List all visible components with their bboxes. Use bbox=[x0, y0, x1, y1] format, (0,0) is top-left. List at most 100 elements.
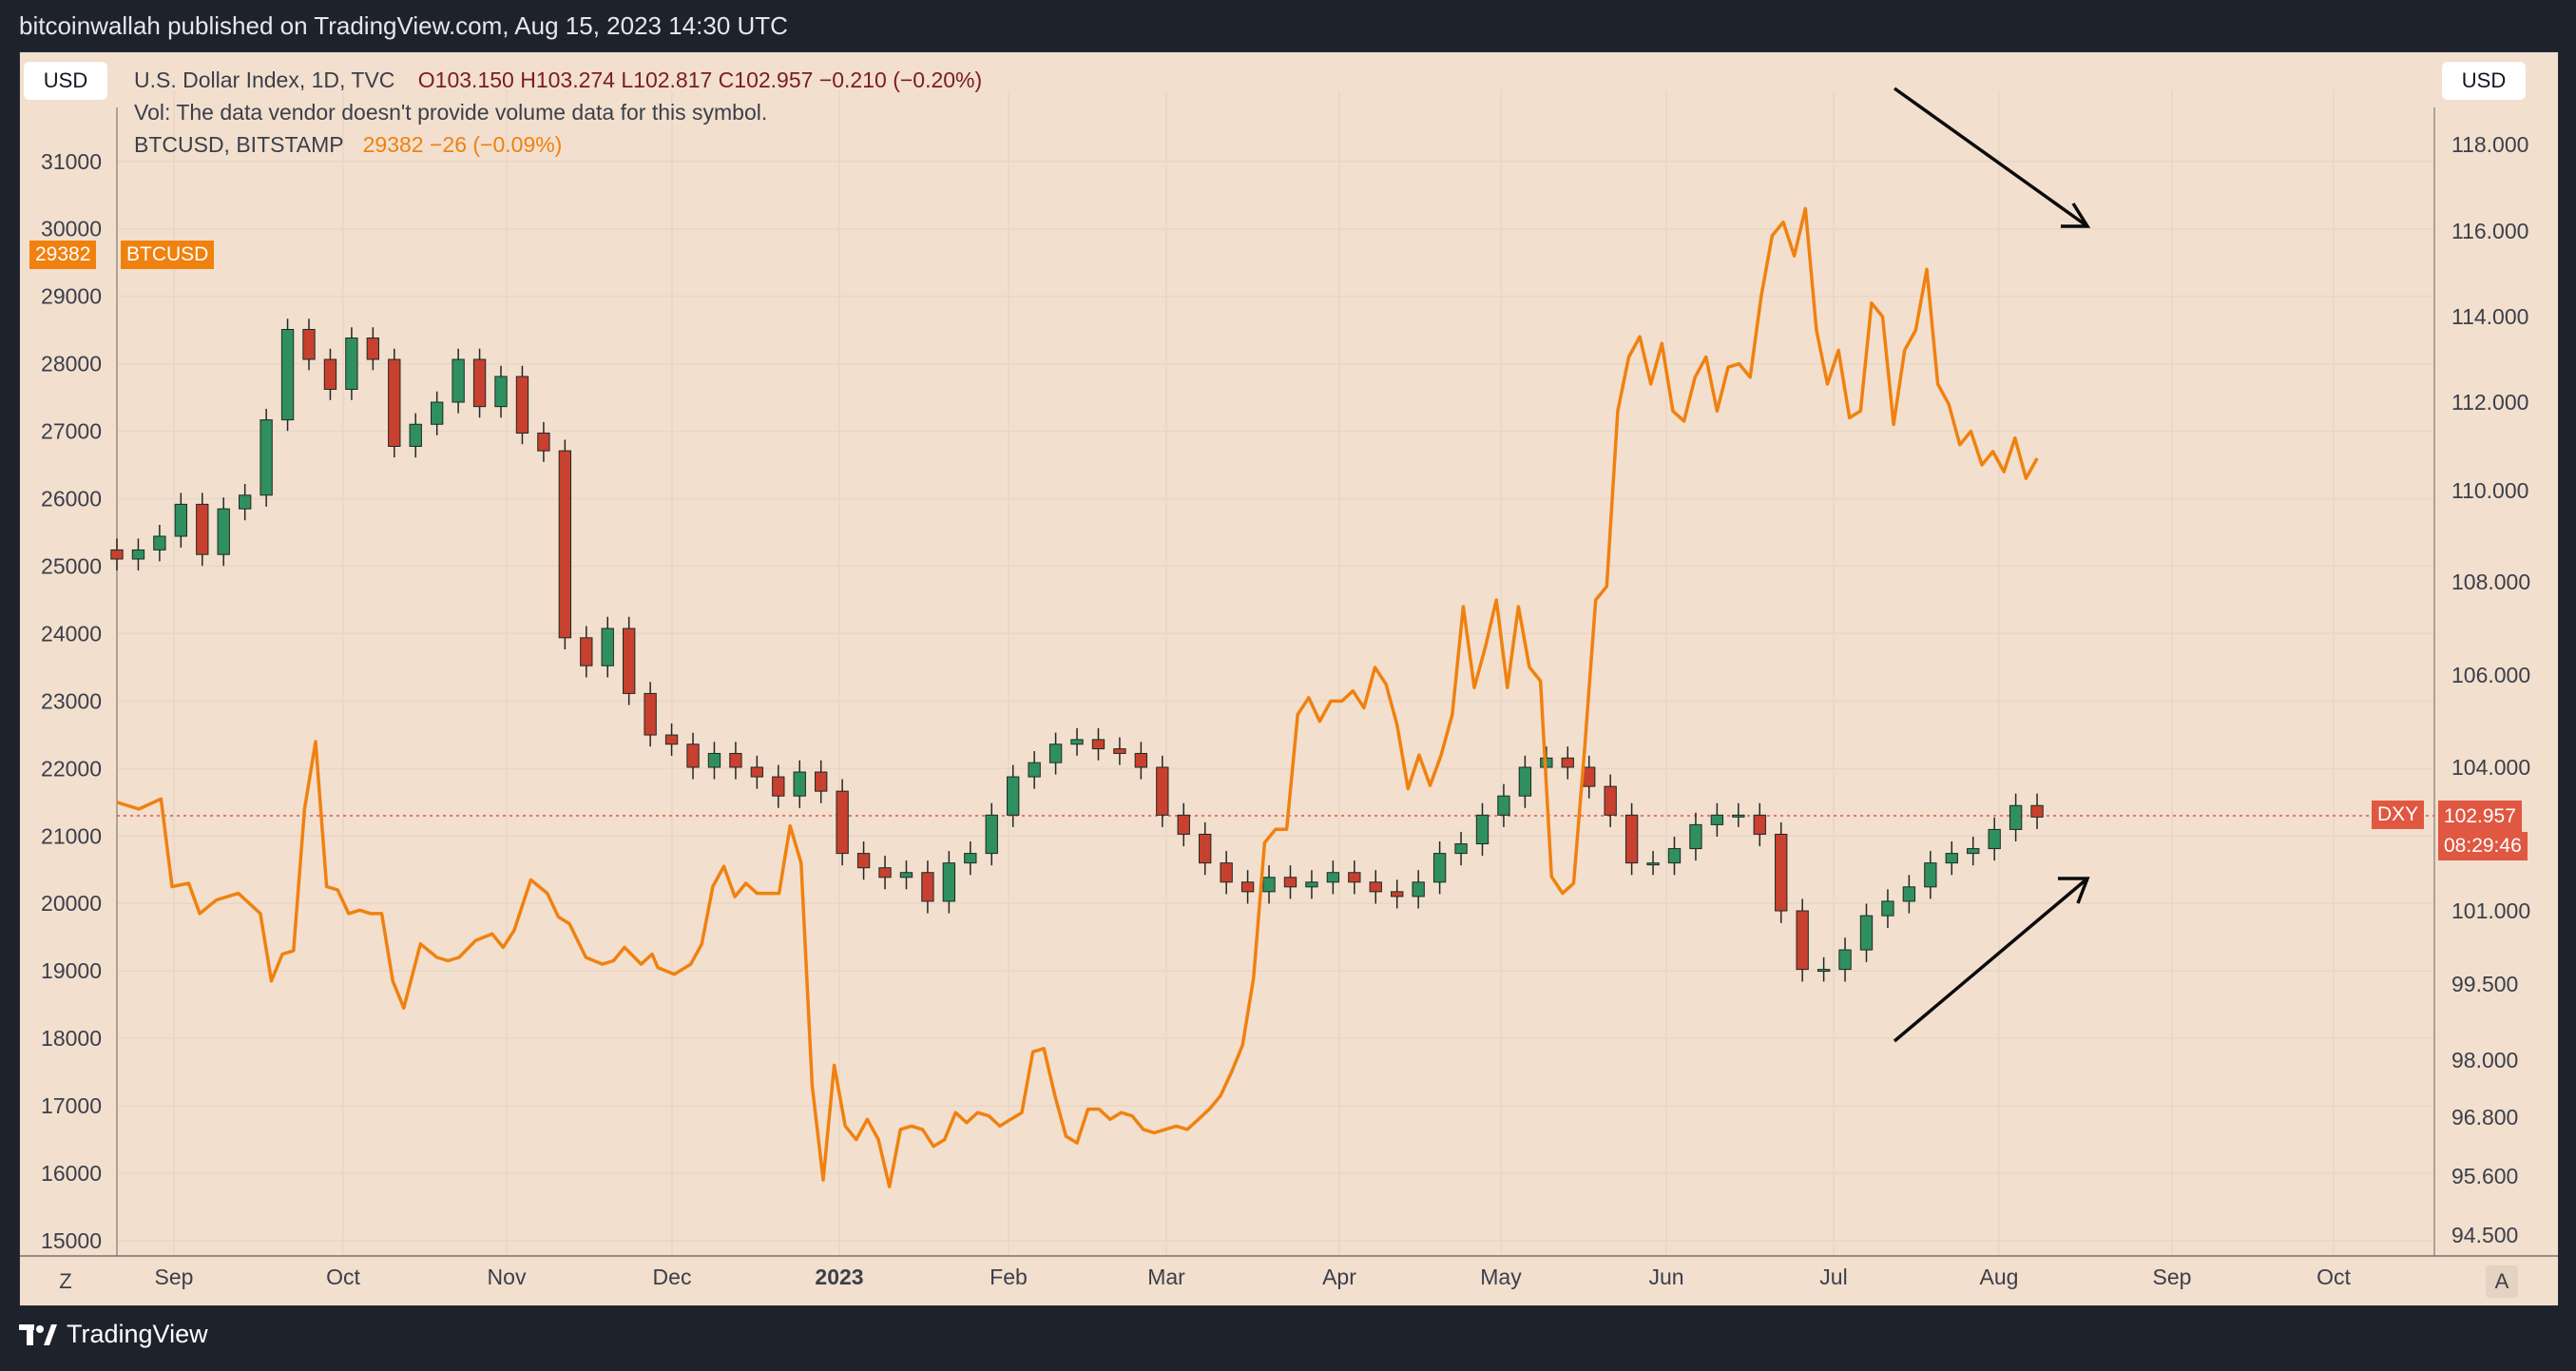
dxy-candle-54 bbox=[1262, 877, 1276, 893]
btc-price-tag: 29382 bbox=[29, 241, 97, 269]
dxy-candle-5 bbox=[217, 508, 230, 555]
dxy-candle-43 bbox=[1028, 762, 1041, 778]
auto-scale-button[interactable]: A bbox=[2486, 1265, 2518, 1298]
dxy-candle-84 bbox=[1902, 886, 1916, 902]
dxy-symbol-label: DXY bbox=[2377, 803, 2419, 825]
dxy-candle-22 bbox=[580, 637, 593, 666]
right-scale-currency-button[interactable]: USD bbox=[2442, 62, 2526, 100]
chart-frame[interactable]: 31000 30000 29000 28000 27000 26000 25000 24000… bbox=[19, 51, 2559, 1306]
dxy-candle-69 bbox=[1583, 766, 1596, 787]
btc-symbol-label: BTCUSD bbox=[126, 243, 209, 265]
dxy-candle-83 bbox=[1881, 900, 1894, 917]
dxy-candle-71 bbox=[1624, 814, 1639, 864]
time-tick-label-5: Feb bbox=[990, 1265, 1028, 1289]
btc-price-label: 29382 bbox=[35, 243, 91, 265]
dxy-candle-74 bbox=[1689, 823, 1702, 850]
dxy-countdown-label: 08:29:46 bbox=[2444, 835, 2522, 857]
time-tick-label-4: 2023 bbox=[815, 1265, 863, 1289]
dxy-candle-18 bbox=[494, 376, 508, 408]
time-tick-label-11: Aug bbox=[1980, 1265, 2019, 1289]
dxy-candle-38 bbox=[921, 872, 934, 902]
dxy-candle-47 bbox=[1113, 748, 1126, 754]
right-tick-label-5: 108.000 bbox=[2451, 570, 2530, 594]
dxy-candle-81 bbox=[1838, 949, 1852, 971]
left-tick-label-8: 23000 bbox=[41, 688, 102, 713]
dxy-candle-75 bbox=[1710, 814, 1724, 825]
dxy-candle-20 bbox=[537, 433, 550, 452]
left-tick-label-11: 20000 bbox=[41, 891, 102, 916]
dxy-candle-35 bbox=[856, 853, 871, 869]
dxy-candle-76 bbox=[1732, 814, 1745, 818]
right-tick-label-9: 99.500 bbox=[2451, 972, 2518, 996]
dxy-candle-59 bbox=[1369, 881, 1382, 893]
dxy-candle-42 bbox=[1007, 776, 1020, 816]
dxy-candle-13 bbox=[388, 358, 401, 447]
left-tick-label-14: 17000 bbox=[41, 1093, 102, 1118]
btc-legend-row[interactable]: BTCUSD, BITSTAMP 29382 −26 (−0.09%) bbox=[134, 132, 562, 158]
left-tick-label-5: 26000 bbox=[41, 487, 102, 512]
dxy-candle-63 bbox=[1454, 843, 1468, 855]
timezone-button[interactable]: Z bbox=[59, 1269, 72, 1293]
dxy-symbol-tag: DXY bbox=[2372, 801, 2425, 829]
dxy-candle-68 bbox=[1561, 757, 1574, 768]
dxy-candle-6 bbox=[238, 494, 252, 510]
time-tick-label-3: Dec bbox=[653, 1265, 692, 1289]
dxy-candle-65 bbox=[1497, 795, 1510, 816]
dxy-candle-33 bbox=[815, 771, 828, 792]
time-tick-label-8: May bbox=[1480, 1265, 1522, 1289]
left-tick-label-16: 15000 bbox=[41, 1228, 102, 1253]
dxy-candle-80 bbox=[1817, 969, 1831, 973]
brand-name: TradingView bbox=[67, 1320, 208, 1348]
dxy-candle-40 bbox=[964, 853, 977, 864]
dxy-candle-39 bbox=[942, 862, 956, 902]
left-tick-label-7: 24000 bbox=[41, 621, 102, 646]
left-scale-currency-button[interactable]: USD bbox=[24, 62, 107, 100]
dxy-candle-15 bbox=[431, 401, 444, 425]
time-tick-label-2: Nov bbox=[488, 1265, 527, 1289]
dxy-candle-14 bbox=[409, 423, 422, 447]
dxy-candle-57 bbox=[1326, 872, 1340, 883]
dxy-candle-50 bbox=[1177, 814, 1190, 835]
dxy-candle-55 bbox=[1283, 877, 1298, 888]
dxy-candle-29 bbox=[729, 752, 742, 768]
btc-symbol-tag: BTCUSD bbox=[121, 241, 215, 269]
chart-svg[interactable]: 31000 30000 29000 28000 27000 26000 25000 24000… bbox=[20, 52, 2558, 1305]
dxy-candle-89 bbox=[2009, 804, 2023, 830]
dxy-candle-19 bbox=[515, 376, 529, 434]
dxy-candle-12 bbox=[366, 338, 380, 360]
left-tick-label-15: 16000 bbox=[41, 1161, 102, 1186]
publish-bar: bitcoinwallah published on TradingView.c… bbox=[0, 0, 2576, 51]
dxy-candle-46 bbox=[1091, 739, 1105, 750]
dxy-candle-9 bbox=[302, 329, 316, 360]
dxy-candle-85 bbox=[1924, 862, 1937, 888]
dxy-candle-56 bbox=[1305, 881, 1318, 888]
dxy-candle-49 bbox=[1156, 766, 1169, 816]
up-arrow-head bbox=[2058, 877, 2090, 904]
dxy-candle-53 bbox=[1240, 881, 1255, 893]
right-price-scale: 118.000 116.000 114.000 112.000 110.000 108.0… bbox=[2451, 132, 2530, 1247]
dxy-legend-row[interactable]: U.S. Dollar Index, 1D, TVC O103.150 H103… bbox=[134, 68, 982, 93]
right-tick-label-3: 112.000 bbox=[2451, 390, 2528, 415]
dxy-candle-90 bbox=[2030, 804, 2044, 818]
dxy-candle-28 bbox=[707, 752, 721, 768]
time-tick-label-6: Mar bbox=[1147, 1265, 1185, 1289]
dxy-candle-66 bbox=[1518, 766, 1532, 797]
right-tick-label-11: 96.800 bbox=[2451, 1105, 2518, 1130]
right-tick-label-12: 95.600 bbox=[2451, 1164, 2518, 1188]
dxy-candle-34 bbox=[836, 790, 849, 855]
dxy-countdown-tag: 08:29:46 bbox=[2438, 832, 2528, 860]
dxy-candle-70 bbox=[1604, 785, 1617, 816]
dxy-candle-24 bbox=[623, 628, 636, 694]
left-tick-label-10: 21000 bbox=[41, 823, 102, 848]
dxy-price-tag: 102.957 bbox=[2438, 801, 2522, 833]
dxy-candle-78 bbox=[1775, 833, 1788, 912]
time-scale: Sep Oct Nov Dec 2023 Feb Mar Apr May Jun Jul Aug Sep… bbox=[155, 1265, 2352, 1289]
tradingview-logo[interactable]: TradingView bbox=[19, 1320, 208, 1349]
down-arrow-annotation bbox=[1893, 87, 2091, 228]
right-tick-label-10: 98.000 bbox=[2451, 1048, 2518, 1072]
dxy-title: U.S. Dollar Index, 1D, TVC bbox=[134, 68, 395, 92]
dxy-candle-10 bbox=[323, 358, 337, 390]
dxy-candles bbox=[110, 319, 2044, 982]
down-arrow-shaft bbox=[1893, 87, 2089, 228]
dxy-candle-11 bbox=[345, 338, 358, 390]
